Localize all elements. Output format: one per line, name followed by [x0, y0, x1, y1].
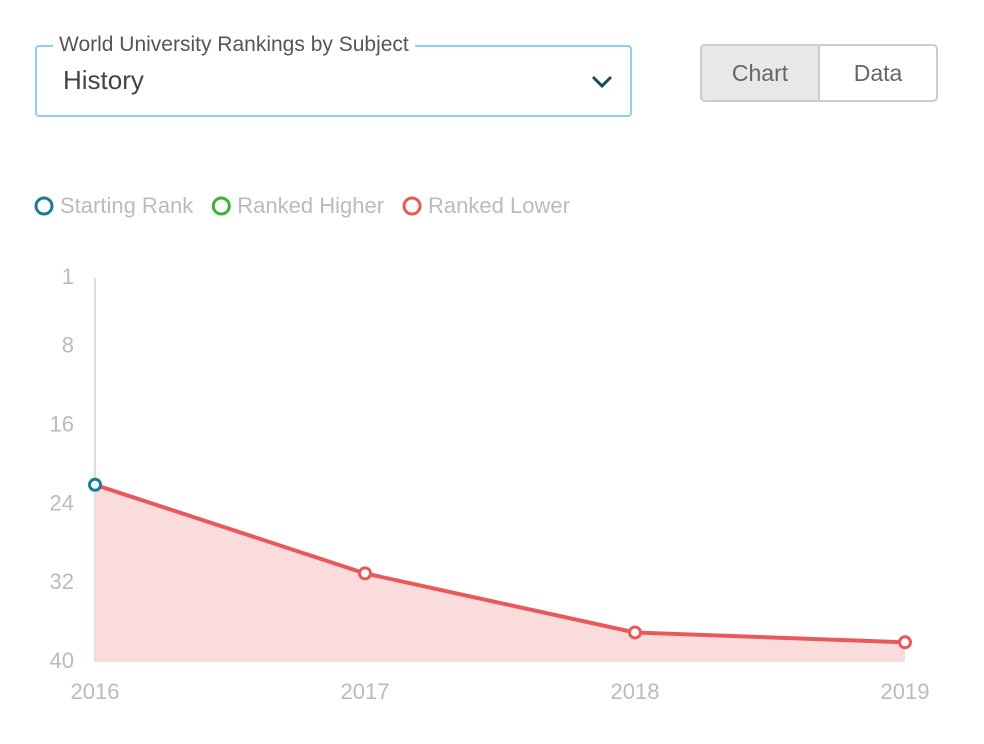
y-tick-label: 40 — [50, 648, 74, 673]
dropdown-value: History — [63, 65, 144, 95]
legend-marker — [402, 196, 422, 216]
toggle-button[interactable]: Chart — [702, 46, 820, 100]
point — [88, 477, 102, 492]
line — [94, 482, 906, 645]
x-tick-label: 2016 — [71, 679, 120, 704]
point — [628, 625, 642, 640]
y-tick-label: 8 — [62, 333, 74, 358]
y-tick-label: 16 — [50, 412, 74, 437]
x-tick-label: 2019 — [881, 679, 930, 704]
area — [95, 484, 905, 662]
point — [898, 635, 912, 650]
legend-label: Ranked Lower — [428, 193, 570, 218]
point — [358, 566, 372, 581]
dropdown[interactable]: World University Rankings by Subject His… — [35, 33, 632, 117]
view-toggle: Chart Data — [700, 44, 938, 102]
dropdown-label: World University Rankings by Subject — [53, 33, 415, 57]
y-tick-label: 24 — [50, 490, 74, 515]
chevron-icon — [591, 75, 613, 89]
legend-marker — [211, 196, 231, 216]
legend-label: Starting Rank — [60, 193, 194, 218]
legend-marker — [34, 196, 54, 216]
toggle-button[interactable]: Data — [853, 59, 903, 86]
x-tick-label: 2018 — [611, 679, 660, 704]
y-tick-label: 32 — [50, 569, 74, 594]
y-tick-label: 1 — [62, 264, 74, 289]
legend-label: Ranked Higher — [237, 193, 384, 218]
x-tick-label: 2017 — [341, 679, 390, 704]
